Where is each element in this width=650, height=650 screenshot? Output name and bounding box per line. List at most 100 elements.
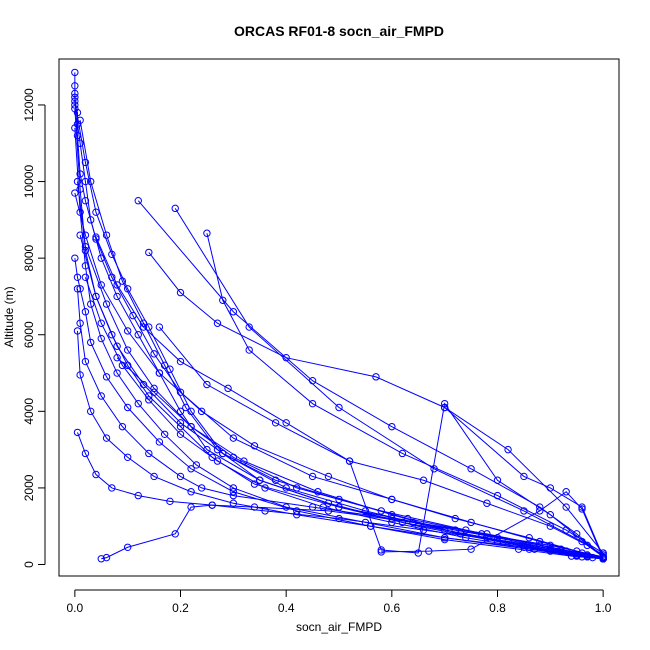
series-20 <box>377 488 607 563</box>
data-point <box>81 308 90 316</box>
series-line <box>74 108 604 558</box>
data-point <box>213 457 222 465</box>
data-point <box>113 281 121 289</box>
data-point <box>102 373 111 381</box>
data-point <box>451 526 459 534</box>
data-point <box>224 384 232 393</box>
data-point <box>546 511 555 519</box>
data-point <box>425 547 433 555</box>
data-point <box>176 419 185 427</box>
data-point <box>599 555 607 563</box>
data-point <box>87 407 95 416</box>
x-axis-label: socn_air_FMPD <box>296 620 382 634</box>
data-point <box>118 422 127 431</box>
y-axis: 0 2000 4000 6000 8000 10000 12000 <box>22 88 46 568</box>
series-19 <box>92 233 607 561</box>
data-point <box>182 403 190 412</box>
data-point <box>71 124 79 132</box>
data-point <box>213 445 222 454</box>
data-point <box>377 546 385 554</box>
data-point <box>440 399 449 408</box>
series-line <box>76 181 604 560</box>
data-point <box>73 177 82 186</box>
data-point <box>145 396 153 404</box>
series-line <box>381 491 604 559</box>
y-tick-label: 8000 <box>22 244 36 271</box>
data-point <box>440 534 449 542</box>
series-6 <box>203 229 607 557</box>
data-point <box>282 419 290 427</box>
data-point <box>97 319 105 327</box>
data-point <box>155 369 164 377</box>
series-line <box>174 208 604 556</box>
series-1 <box>71 97 607 563</box>
data-point <box>71 189 79 197</box>
data-point <box>546 545 555 553</box>
data-point <box>87 300 95 308</box>
data-point <box>92 208 100 216</box>
series-line <box>95 236 604 558</box>
data-point <box>467 545 475 553</box>
data-point <box>134 491 142 500</box>
y-tick-label: 4000 <box>22 398 36 425</box>
plot-frame <box>58 58 620 577</box>
data-point <box>578 505 586 513</box>
data-point <box>176 430 185 438</box>
data-point <box>520 472 528 481</box>
data-point <box>335 514 343 523</box>
data-point <box>261 484 269 492</box>
x-axis: 0.0 0.2 0.4 0.6 0.8 1.0 <box>67 589 612 615</box>
data-point <box>187 503 195 511</box>
data-point <box>187 488 195 496</box>
x-tick-label: 0.8 <box>489 601 506 615</box>
y-tick-label: 10000 <box>22 165 36 199</box>
y-tick-label: 0 <box>22 561 36 568</box>
data-point <box>97 555 105 563</box>
data-point <box>176 288 185 297</box>
series-12 <box>73 177 607 563</box>
data-point <box>493 491 502 500</box>
data-point <box>308 472 317 481</box>
data-point <box>81 357 90 366</box>
data-point <box>229 484 238 492</box>
data-point <box>123 453 132 461</box>
series-line <box>74 101 604 560</box>
data-point <box>546 484 555 492</box>
data-point <box>92 235 100 243</box>
data-point <box>583 541 591 550</box>
data-point <box>97 281 105 289</box>
data-point <box>92 292 100 301</box>
data-point <box>440 535 449 544</box>
data-point <box>229 308 238 316</box>
data-point <box>208 501 216 509</box>
data-point <box>166 497 174 506</box>
series-23 <box>81 273 607 563</box>
data-point <box>229 488 238 496</box>
data-point <box>102 300 111 308</box>
y-tick-label: 6000 <box>22 321 36 348</box>
data-point <box>176 388 185 396</box>
data-point <box>536 507 544 515</box>
data-point <box>440 403 449 412</box>
data-point <box>76 371 84 379</box>
series-line <box>158 326 604 558</box>
data-point <box>192 461 201 469</box>
data-point <box>73 428 82 437</box>
series-13 <box>71 254 607 563</box>
data-point <box>197 407 206 416</box>
data-point <box>419 476 428 484</box>
data-point <box>578 553 586 561</box>
data-point <box>71 89 79 98</box>
series-line <box>206 233 604 554</box>
data-point <box>388 422 396 431</box>
data-point <box>73 285 82 293</box>
data-point <box>155 323 164 331</box>
data-point <box>176 407 185 416</box>
data-point <box>134 331 142 339</box>
data-point <box>467 465 475 473</box>
series-11 <box>113 354 607 563</box>
data-point <box>123 327 132 335</box>
data-point <box>599 553 607 561</box>
data-point <box>176 422 185 431</box>
